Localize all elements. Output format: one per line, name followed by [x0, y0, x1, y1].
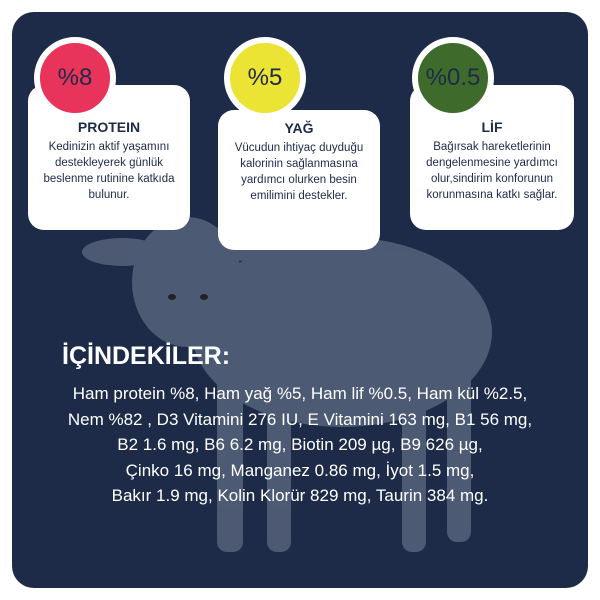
ingredients-line: Çinko 16 mg, Manganez 0.86 mg, İyot 1.5 … [125, 460, 475, 480]
card-title: LİF [481, 119, 503, 135]
card-text: Bağırsak hareketlerinin dengelenmesine y… [426, 141, 558, 201]
badge: %5 [224, 37, 306, 119]
card-title: YAĞ [284, 120, 314, 136]
card-text: Vücudun ihtiyaç duyduğu kalorinin sağlan… [234, 142, 364, 202]
badge: %8 [34, 37, 116, 119]
ingredients-line: Ham protein %8, Ham yağ %5, Ham lif %0.5… [72, 384, 528, 403]
ingredients-line: B2 1.6 mg, B6 6.2 mg, Biotin 209 µg, B9 … [117, 435, 483, 454]
ingredients-line: Nem %82 , D3 Vitamini 276 IU, E Vitamini… [67, 409, 533, 429]
ingredients-line: Bakır 1.9 mg, Kolin Klorür 829 mg, Tauri… [111, 486, 489, 505]
card-title: PROTEIN [77, 119, 141, 135]
card-text: Kedinizin aktif yaşamını destekleyerek g… [43, 141, 175, 201]
badge: %0.5 [412, 37, 494, 119]
card: YAĞ Vücudun ihtiyaç duyduğu kalorinin sa… [218, 110, 380, 250]
ingredients-title: İÇİNDEKİLER: [62, 342, 231, 370]
panel: PROTEIN Kedinizin aktif yaşamını destekl… [12, 12, 588, 588]
